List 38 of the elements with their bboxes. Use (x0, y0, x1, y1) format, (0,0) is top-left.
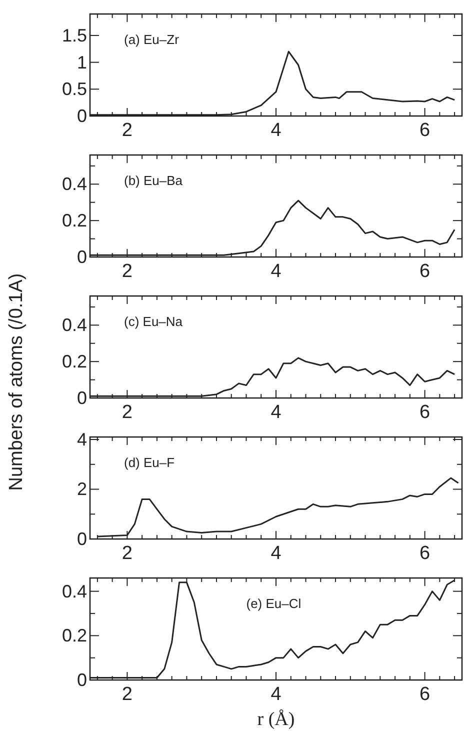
y-tick-label: 0 (76, 670, 87, 690)
y-tick-label: 0.4 (62, 581, 87, 602)
x-tick-label: 2 (122, 684, 132, 705)
x-tick-label: 4 (270, 684, 282, 705)
x-tick-label: 6 (420, 261, 430, 282)
x-tick-label: 4 (270, 261, 282, 282)
y-tick-label: 2 (76, 479, 87, 500)
x-tick-label: 2 (122, 543, 132, 564)
annotation: (c) Eu–Na (124, 314, 184, 329)
x-tick-label: 6 (420, 543, 430, 564)
x-tick-label: 4 (270, 543, 282, 564)
x-tick-label: 4 (270, 402, 282, 423)
y-tick-label: 0.2 (62, 352, 87, 372)
x-tick-label: 6 (420, 120, 430, 141)
y-tick-label: 0 (76, 247, 87, 267)
x-axis-title: r (Å) (257, 709, 295, 730)
x-tick-label: 2 (122, 261, 132, 282)
x-tick-label: 4 (270, 120, 282, 141)
annotation: (b) Eu–Ba (124, 173, 184, 188)
y-tick-label: 0.4 (62, 315, 87, 336)
y-tick-label: 4 (76, 429, 87, 450)
y-tick-label: 0.2 (62, 210, 87, 231)
y-axis-title: Numbers of atoms (/0.1A) (6, 273, 27, 491)
y-tick-label: 0 (76, 106, 87, 126)
y-tick-label: 0.5 (62, 79, 87, 100)
y-tick-label: 0.2 (62, 626, 87, 646)
x-tick-label: 2 (122, 120, 132, 141)
y-tick-label: 0.4 (62, 174, 87, 194)
x-tick-label: 6 (420, 402, 430, 423)
x-tick-label: 2 (122, 402, 132, 423)
y-tick-label: 1.5 (62, 25, 87, 46)
y-tick-label: 0 (76, 529, 87, 549)
annotation: (e) Eu–Cl (246, 596, 302, 611)
y-tick-label: 0 (76, 388, 87, 408)
x-tick-label: 6 (420, 684, 430, 705)
annotation: (d) Eu–F (124, 455, 175, 470)
annotation: (a) Eu–Zr (124, 32, 180, 47)
y-tick-label: 1 (76, 52, 87, 72)
